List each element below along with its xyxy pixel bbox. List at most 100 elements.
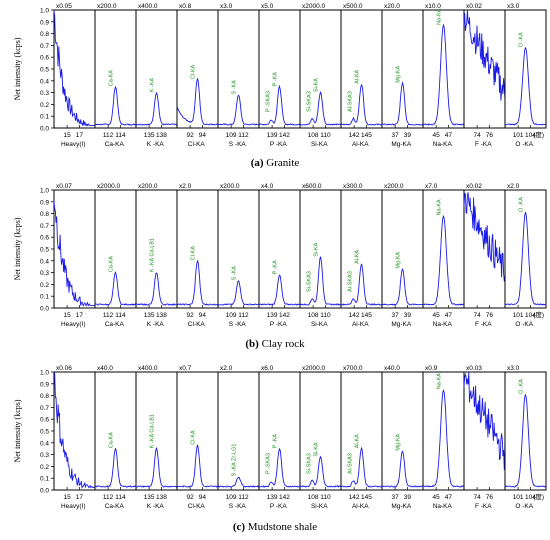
scale-factor-label: x0.8 [179,3,192,10]
peak-label-secondary: Al-SKA3 [347,271,353,292]
scale-factor-label: x600.0 [302,183,322,190]
scale-factor-label: x4.0 [261,183,274,190]
y-tick-label: 0.2 [40,102,49,109]
panel-b: 0.0 0.1 0.2 0.3 0.4 0.5 0.6 0.7 0.8 0.9 1.0 Net int… [13,183,547,350]
spectrum-trace [463,371,506,470]
spectrum-trace [94,448,137,488]
section-name: O -KA [515,503,533,510]
scale-factor-label: x2000.0 [302,3,326,10]
spectrum-trace [135,446,178,488]
scale-factor-label: x3.0 [220,3,233,10]
x-tick-label: 110 [320,312,331,319]
section-name: Heavy(I) [61,141,86,148]
x-tick-label: 45 [433,312,441,319]
peak-label: O -KA [519,32,525,47]
peak-label: Si-KA [314,78,320,92]
peak-label: Ca-KA [109,432,115,449]
peak-label: Mg-KA [396,433,402,450]
spectrum-trace [176,78,219,126]
scale-factor-label: x200.0 [384,183,404,190]
x-tick-label: 145 [361,312,372,319]
peak-label: Cl-KA [191,64,197,79]
scale-factor-label: x2000.0 [97,183,121,190]
spectrum-trace [504,393,547,488]
y-tick-label: 0.8 [40,393,49,400]
peak-label: P -KA [273,434,279,449]
section-name: P -KA [270,141,288,148]
spectrum-trace [53,371,96,489]
peak-label: Al-KA [355,69,361,83]
scale-factor-label: x400.0 [138,3,158,10]
section-name: S -KA [229,321,247,328]
y-tick-label: 0.5 [40,67,49,74]
peak-label-secondary: P -SKA3 [265,453,271,474]
x-tick-label: 142 [279,132,290,139]
spectrum-trace [423,388,465,488]
peak-label: Na-KA [437,199,443,216]
scale-factor-label: x700.0 [343,365,363,372]
peak-label: Si-KA [314,242,320,256]
scale-factor-label: x2.0 [507,183,520,190]
y-tick-label: 0.0 [40,126,49,133]
x-tick-label: 94 [199,312,207,319]
section-name: Al-KA [352,141,369,148]
y-tick-label: 0.9 [40,381,49,388]
x-tick-label: 108 [308,312,319,319]
section-name: O -KA [515,321,533,328]
scale-factor-label: x40.0 [384,365,400,372]
x-tick-label: 114 [115,494,126,501]
section-name: F -KA [475,141,492,148]
scale-factor-label: x0.03 [466,365,482,372]
spectrum-trace [53,200,95,307]
unit-label: (度) [533,492,544,501]
spectrum-trace [340,446,383,488]
y-tick-label: 1.0 [40,188,49,195]
scale-factor-label: x0.02 [466,3,482,10]
x-tick-label: 17 [76,312,84,319]
x-tick-label: 139 [267,494,278,501]
section-name: Cl-KA [188,503,206,510]
scale-factor-label: x6.0 [261,365,274,372]
section-name: Mg-KA [391,141,412,148]
x-tick-label: 45 [433,494,441,501]
x-tick-label: 39 [404,132,412,139]
y-tick-label: 0.3 [40,452,49,459]
peak-label: Ca-KA [109,256,115,273]
peak-label: Ca-KA [109,70,115,87]
caption-letter: (c) [233,521,246,533]
y-tick-label: 0.3 [40,90,49,97]
spectrum-trace [382,267,424,306]
section-name: F -KA [475,503,492,510]
section-name: Mg-KA [391,503,412,510]
section-name: Si-KA [311,141,328,148]
x-tick-label: 45 [433,132,441,139]
x-tick-label: 142 [349,132,360,139]
x-tick-label: 109 [226,494,237,501]
section-name: F -KA [475,321,492,328]
spectrum-trace [341,263,383,306]
y-tick-label: 0.4 [40,258,49,265]
y-tick-label: 0.2 [40,464,49,471]
peak-label: Si-KA [314,442,320,456]
section-name: K -KA [147,321,165,328]
y-tick-label: 0.5 [40,429,49,436]
x-tick-label: 112 [238,132,249,139]
peak-label: Mg-KA [396,251,402,268]
x-tick-label: 145 [361,132,372,139]
section-name: Mg-KA [391,321,412,328]
x-tick-label: 112 [103,312,114,319]
y-tick-label: 0.1 [40,476,49,483]
scale-factor-label: x3.0 [507,365,520,372]
x-tick-label: 108 [308,494,319,501]
x-tick-label: 112 [238,312,249,319]
scale-factor-label: x0.07 [56,183,72,190]
spectrum-trace [176,444,219,488]
y-axis-label: Net intensity (kcps) [13,37,22,100]
x-tick-label: 142 [349,494,360,501]
y-tick-label: 0.4 [40,440,49,447]
x-tick-label: 138 [156,132,167,139]
spectrum-trace [217,94,260,126]
spectrum-trace [463,9,506,101]
section-name: Ca-KA [105,503,125,510]
scale-factor-label: x5.0 [261,3,274,10]
